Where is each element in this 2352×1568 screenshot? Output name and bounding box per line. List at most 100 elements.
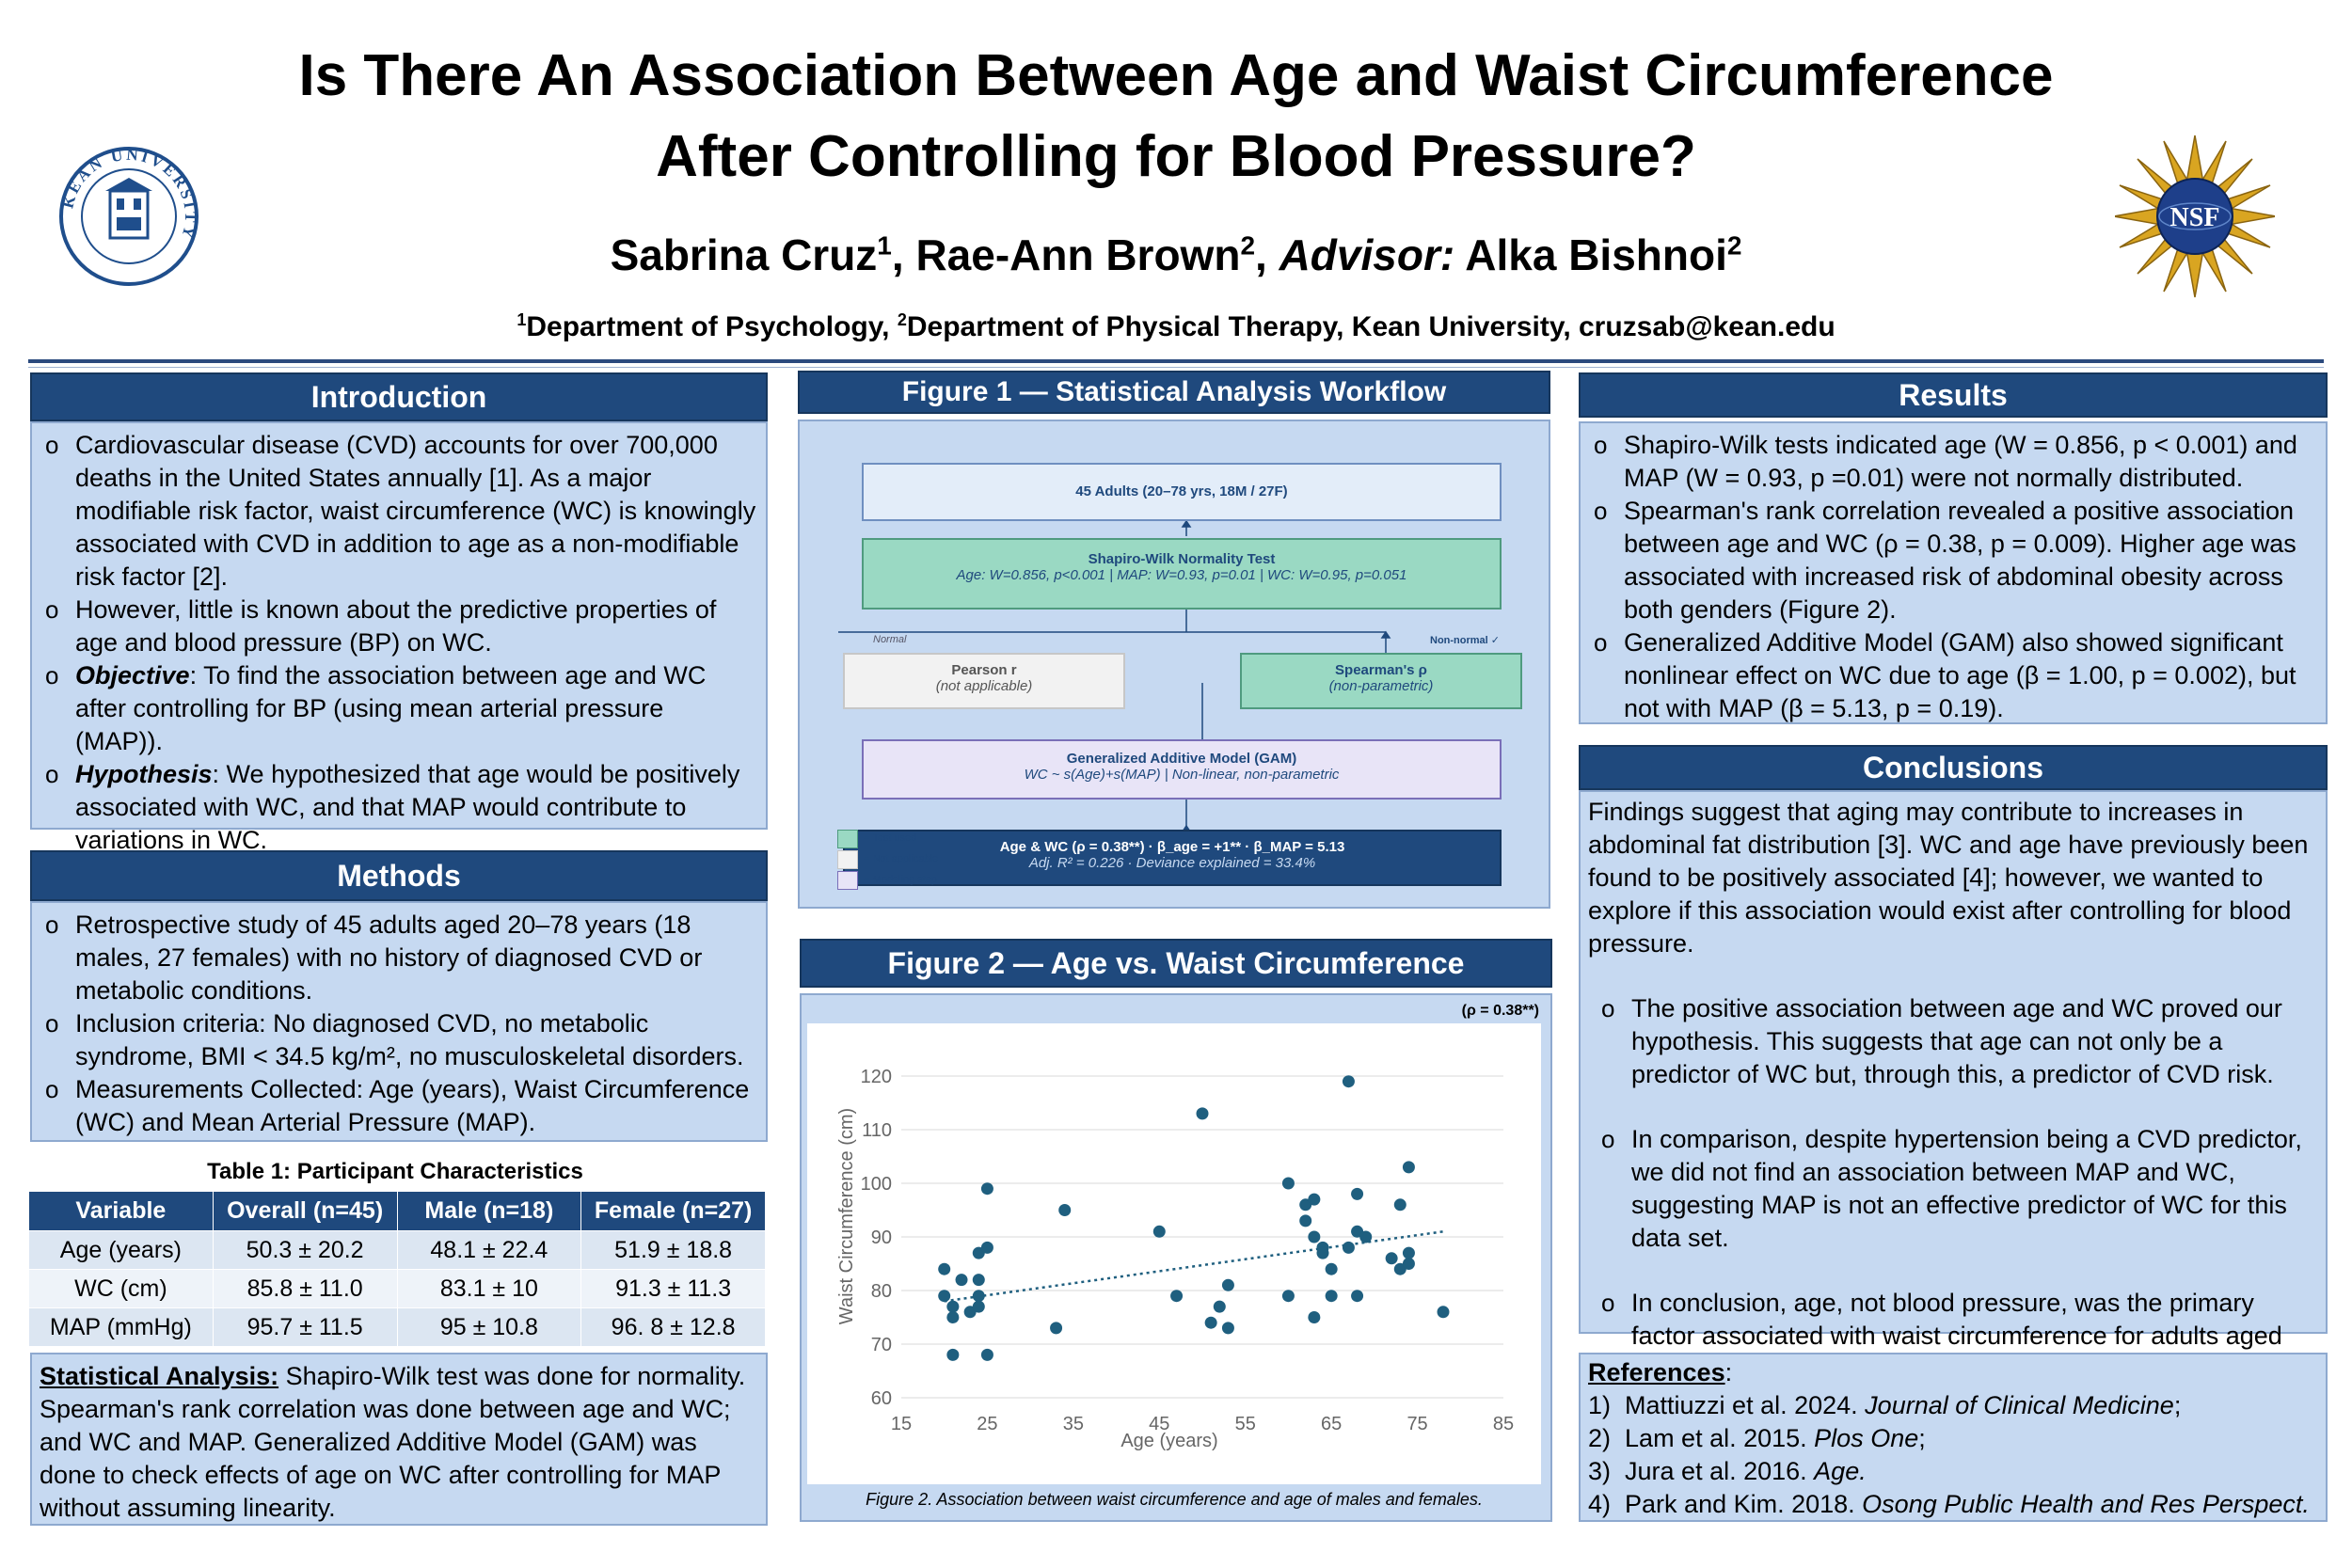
data-point <box>1170 1290 1184 1303</box>
author-2: Rae-Ann Brown <box>915 230 1241 279</box>
intro-item-hypothesis: Hypothesis: We hypothesized that age wou… <box>45 758 756 857</box>
legend-na-label: = Not applicable <box>864 853 939 864</box>
y-axis-label: Waist Circumference (cm) <box>836 1108 857 1324</box>
reference-text: Lam et al. 2015. <box>1625 1424 1815 1452</box>
x-tick-label: 35 <box>1063 1414 1084 1434</box>
affiliation-1: Department of Psychology, <box>526 311 898 342</box>
x-axis-label: Age (years) <box>1120 1431 1217 1451</box>
intro-item-objective: Objective: To find the association betwe… <box>45 659 756 758</box>
header-divider-thin <box>28 367 2324 368</box>
author-1-sup: 1 <box>877 230 892 261</box>
advisor-label: Advisor: <box>1279 230 1455 279</box>
statistical-analysis-box: Statistical Analysis: Shapiro-Wilk test … <box>30 1353 768 1526</box>
chart-grid <box>901 1075 1503 1399</box>
workflow-participants-text: 45 Adults (20–78 yrs, 18M / 27F) <box>1075 483 1288 499</box>
reference-journal: Journal of Clinical Medicine <box>1865 1391 2174 1419</box>
data-point <box>946 1311 960 1323</box>
x-tick-label: 65 <box>1321 1414 1342 1434</box>
stat-analysis-label: Statistical Analysis: <box>40 1362 279 1390</box>
data-point <box>980 1182 993 1196</box>
data-point <box>972 1290 985 1303</box>
reference-number: 4) <box>1588 1490 1612 1518</box>
result-title: Age & WC (ρ = 0.38**) · β_age = +1** · β… <box>999 839 1345 855</box>
data-point <box>1342 1075 1355 1088</box>
reference-number: 2) <box>1588 1424 1612 1452</box>
x-tick-label: 85 <box>1493 1414 1514 1434</box>
reference-item: 2) Lam et al. 2015. Plos One; <box>1588 1422 2318 1455</box>
data-point <box>1393 1198 1406 1212</box>
reference-tail: ; <box>1918 1424 1926 1452</box>
spearman-title: Spearman's ρ <box>1335 662 1427 678</box>
methods-heading: Methods <box>30 850 768 901</box>
reference-item: 3) Jura et al. 2016. Age. <box>1588 1455 2318 1488</box>
affiliation-line: 1Department of Psychology, 2Department o… <box>282 310 2070 343</box>
x-tick-label: 75 <box>1406 1414 1427 1434</box>
title-line-2: After Controlling for Blood Pressure? <box>656 124 1696 189</box>
conclusions-item-2: In comparison, despite hypertension bein… <box>1601 1123 2318 1255</box>
author-2-sup: 2 <box>1240 230 1256 261</box>
reference-text: Park and Kim. 2018. <box>1625 1490 1863 1518</box>
table-cell: 95.7 ± 11.5 <box>212 1307 398 1347</box>
spearman-subtitle: (non-parametric) <box>1328 678 1434 694</box>
table-cell: Age (years) <box>28 1230 214 1270</box>
workflow-box-gam: Generalized Additive Model (GAM) WC ~ s(… <box>862 739 1502 800</box>
table-row: MAP (mmHg) 95.7 ± 11.5 95 ± 10.8 96. 8 ±… <box>28 1307 766 1347</box>
conclusions-body: Findings suggest that aging may contribu… <box>1579 790 2328 1383</box>
y-tick-label: 120 <box>861 1067 892 1087</box>
y-tick-label: 110 <box>862 1120 892 1141</box>
data-point <box>1221 1278 1234 1291</box>
data-point <box>1359 1230 1373 1243</box>
table-row: WC (cm) 85.8 ± 11.0 83.1 ± 10 91.3 ± 11.… <box>28 1269 766 1308</box>
data-point <box>1281 1177 1295 1190</box>
data-point <box>1152 1225 1166 1238</box>
title-line-1: Is There An Association Between Age and … <box>298 43 2054 108</box>
results-body: Shapiro-Wilk tests indicated age (W = 0.… <box>1579 421 2328 724</box>
results-item-1: Shapiro-Wilk tests indicated age (W = 0.… <box>1594 429 2316 495</box>
data-point <box>1308 1230 1321 1243</box>
table-cell: 51.9 ± 18.8 <box>580 1230 766 1270</box>
participant-table: Variable Overall (n=45) Male (n=18) Fema… <box>28 1191 766 1347</box>
table-header-row: Variable Overall (n=45) Male (n=18) Fema… <box>28 1191 766 1231</box>
scatter-chart: 60 70 80 90 100 110 120 15 25 35 45 55 65 75 85 Age (y… <box>807 1023 1541 1484</box>
table-header-cell: Male (n=18) <box>396 1191 582 1231</box>
methods-item-3: Measurements Collected: Age (years), Wai… <box>45 1073 756 1139</box>
data-point <box>1281 1290 1295 1303</box>
table-cell: 91.3 ± 11.3 <box>580 1269 766 1308</box>
stat-analysis-text: Shapiro-Wilk test was done for normality… <box>40 1362 746 1522</box>
table-header-cell: Variable <box>28 1191 214 1231</box>
conclusions-item-1: The positive association between age and… <box>1601 992 2318 1091</box>
reference-journal: Osong Public Health and Res Perspect. <box>1862 1490 2310 1518</box>
data-point <box>1402 1258 1415 1270</box>
nonnormal-label: Non-normal ✓ <box>1430 635 1500 646</box>
data-point <box>1351 1290 1364 1303</box>
intro-item-1: Cardiovascular disease (CVD) accounts fo… <box>45 429 756 594</box>
data-point <box>1351 1187 1364 1200</box>
references-heading: References <box>1588 1358 1725 1386</box>
affiliation-2: Department of Physical Therapy, Kean Uni… <box>906 311 1836 342</box>
figure1-heading: Figure 1 — Statistical Analysis Workflow <box>798 371 1550 414</box>
author-line: Sabrina Cruz1, Rae-Ann Brown2, Advisor: … <box>610 230 1742 279</box>
data-point <box>1402 1246 1415 1259</box>
data-point <box>955 1274 968 1287</box>
table-cell: 85.8 ± 11.0 <box>212 1269 398 1308</box>
y-tick-label: 90 <box>871 1227 892 1248</box>
legend-model-label: = Modeling step <box>864 874 937 885</box>
nsf-logo: NSF <box>2115 135 2275 298</box>
data-point <box>1308 1311 1321 1323</box>
nsf-logo-text: NSF <box>2170 203 2220 232</box>
data-point <box>1342 1241 1355 1254</box>
data-point <box>972 1300 985 1313</box>
methods-item-2: Inclusion criteria: No diagnosed CVD, no… <box>45 1007 756 1073</box>
y-tick-label: 80 <box>871 1281 892 1302</box>
gam-subtitle: WC ~ s(Age)+s(MAP) | Non-linear, non-par… <box>1024 767 1340 783</box>
data-point <box>1050 1322 1063 1335</box>
introduction-body: Cardiovascular disease (CVD) accounts fo… <box>30 421 768 854</box>
data-point <box>1221 1322 1234 1335</box>
data-point <box>1058 1204 1072 1216</box>
advisor-sup: 2 <box>1726 230 1742 261</box>
table-header-cell: Female (n=27) <box>580 1191 766 1231</box>
reference-number: 3) <box>1588 1457 1612 1485</box>
x-tick-label: 55 <box>1235 1414 1256 1434</box>
trend-line <box>944 1230 1444 1303</box>
data-point <box>946 1300 960 1313</box>
